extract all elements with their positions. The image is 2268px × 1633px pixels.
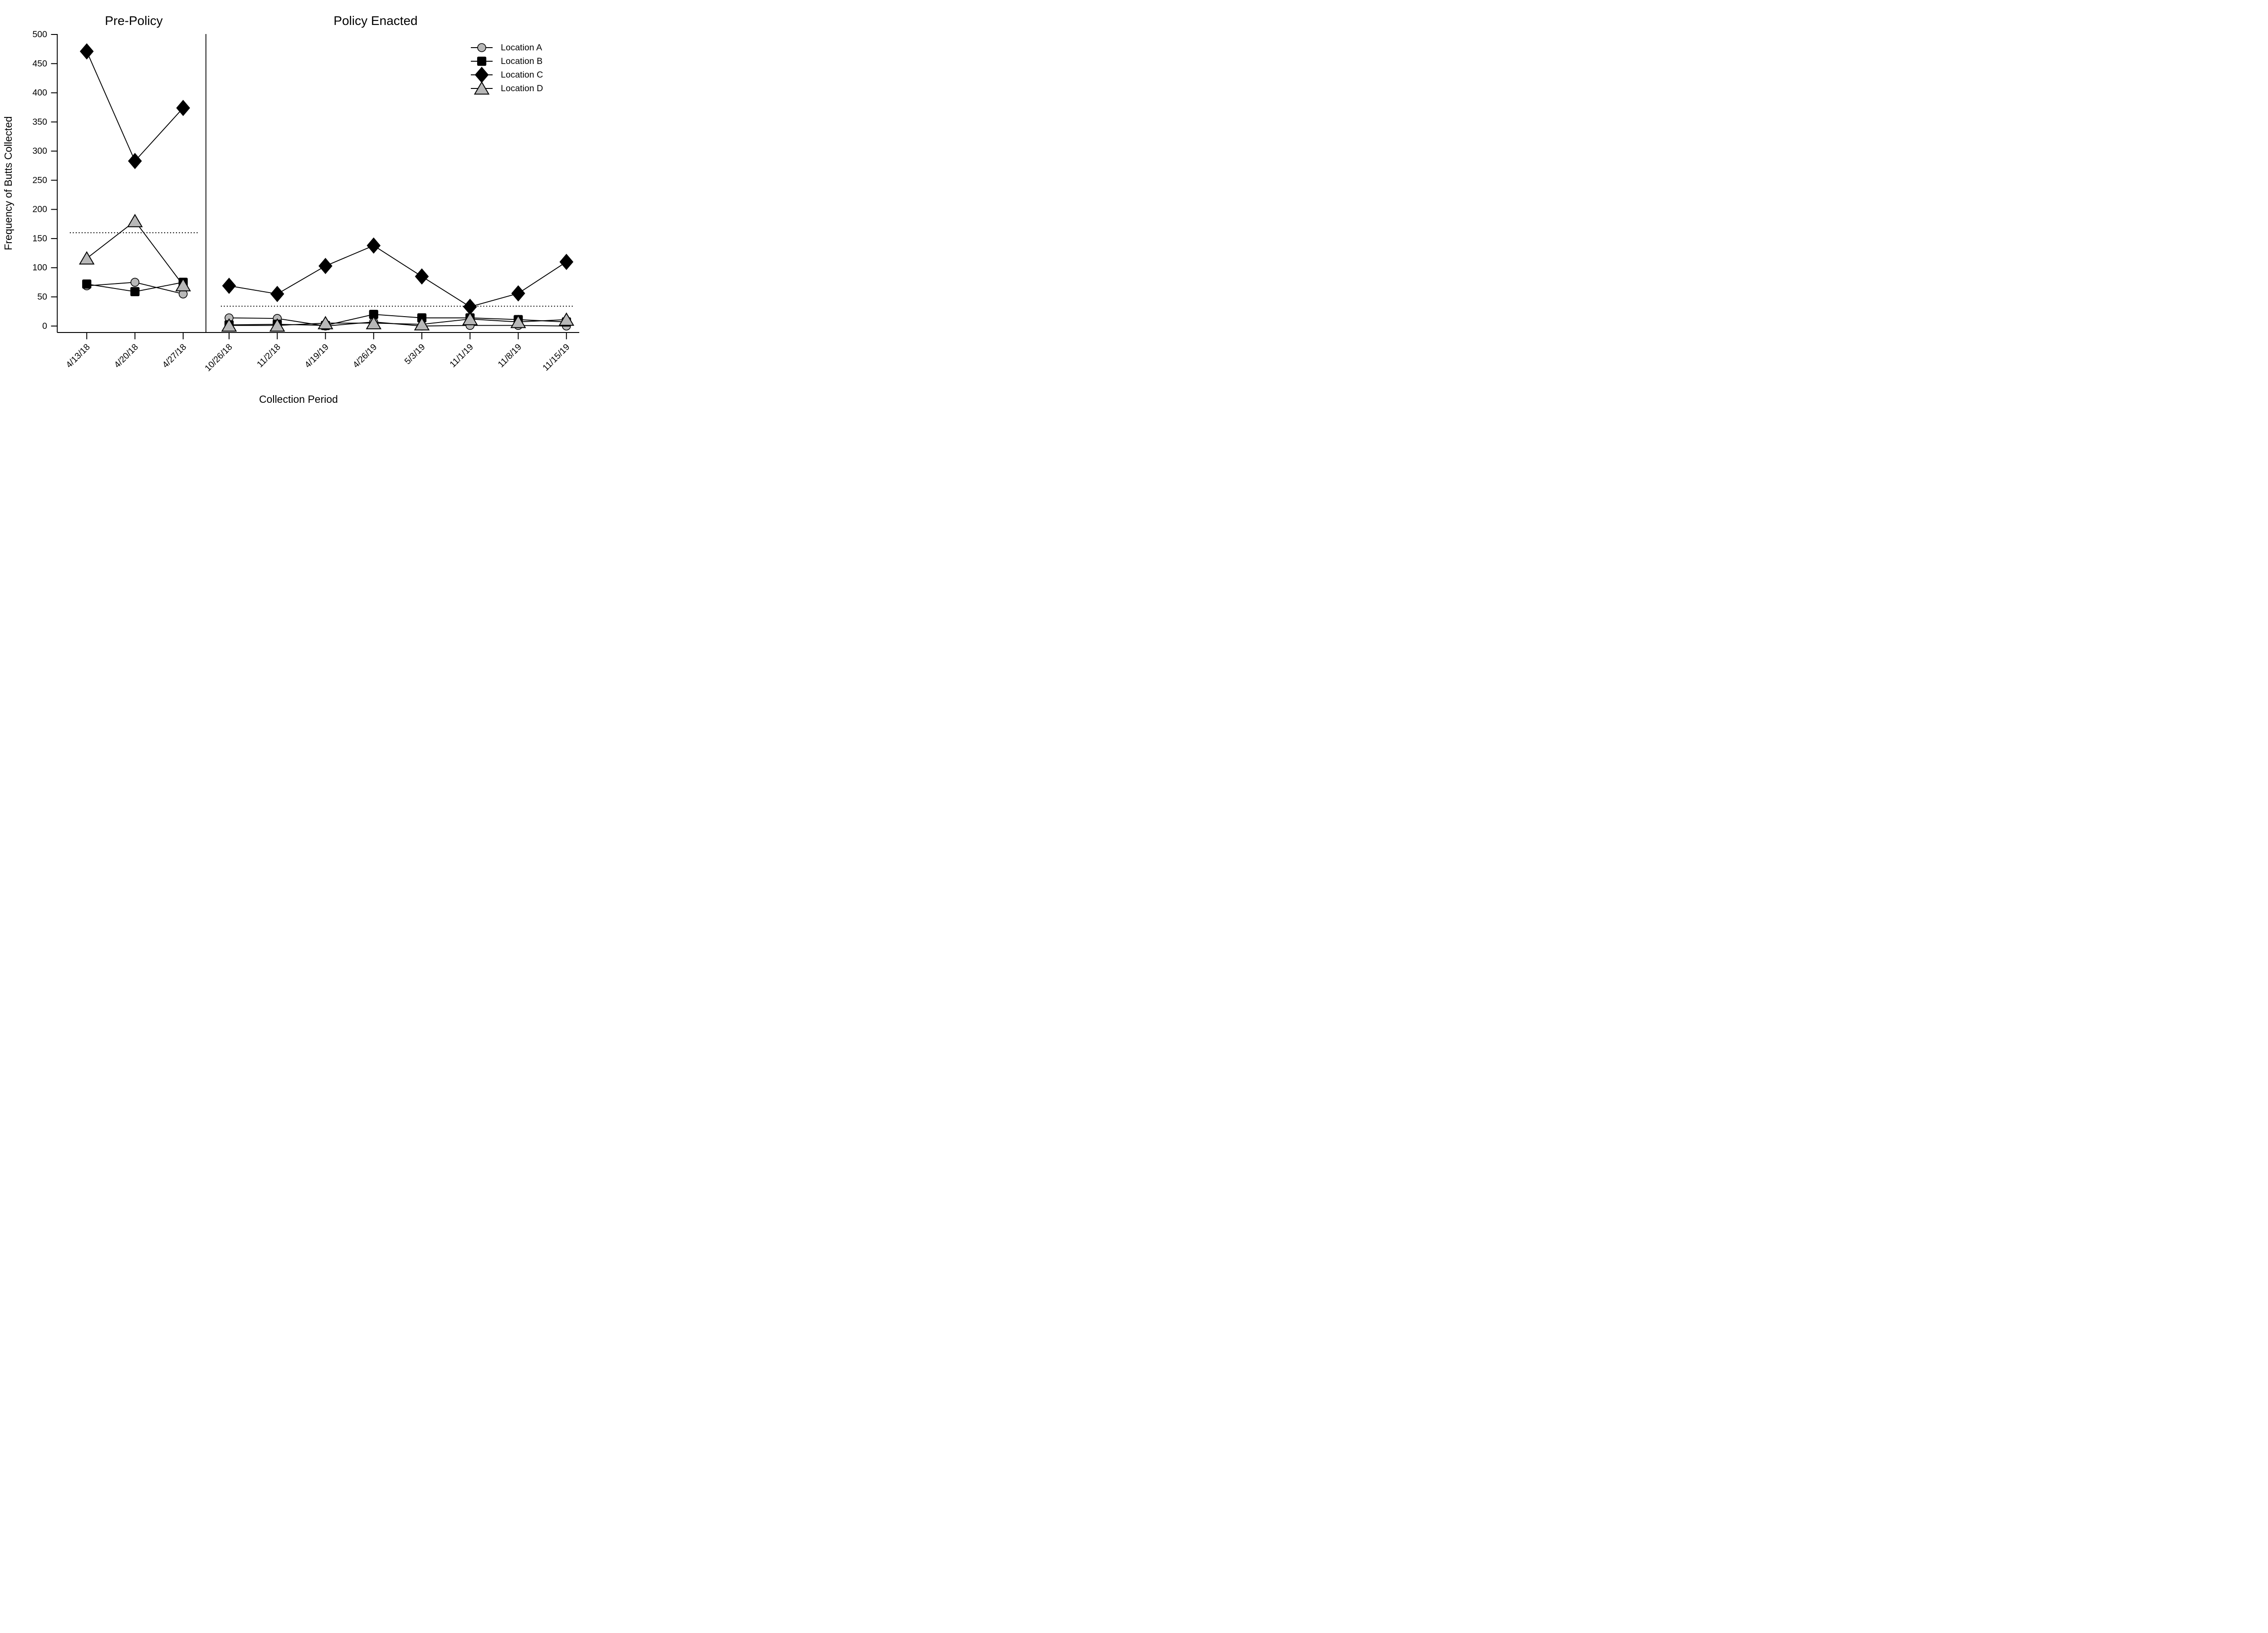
marker-location-d — [510, 314, 526, 328]
marker-location-c — [222, 278, 236, 294]
marker-location-c — [176, 100, 191, 116]
x-tick-label: 4/20/18 — [112, 342, 140, 370]
y-axis-title: Frequency of Butts Collected — [2, 116, 14, 250]
x-axis-title: Collection Period — [259, 393, 338, 405]
marker-location-c — [559, 254, 574, 270]
marker-location-c — [128, 153, 142, 169]
legend-label-location-c: Location C — [501, 70, 543, 80]
y-tick-label: 250 — [32, 175, 47, 185]
y-tick-label: 450 — [32, 59, 47, 68]
y-tick-label: 350 — [32, 117, 47, 127]
series-line-location-c — [229, 245, 567, 308]
y-tick-label: 200 — [32, 205, 47, 215]
marker-location-d — [269, 318, 285, 332]
legend-item-location-a: Location A — [471, 43, 542, 53]
marker-location-b — [130, 287, 140, 297]
marker-location-c — [415, 268, 429, 285]
legend-item-location-d: Location D — [471, 81, 543, 95]
x-tick-label: 11/15/19 — [541, 342, 572, 373]
x-tick-label: 4/27/18 — [161, 342, 189, 370]
chart-canvas: Pre-Policy Policy Enacted Collection Per… — [0, 0, 612, 408]
marker-location-c — [270, 286, 284, 302]
marker-location-d — [318, 316, 333, 329]
x-tick-label: 4/26/19 — [351, 342, 379, 370]
x-tick-label: 5/3/19 — [403, 342, 427, 367]
series-line-location-b — [229, 314, 567, 326]
legend-square-icon — [477, 56, 487, 66]
marker-location-d — [221, 318, 237, 332]
mean-reference-lines — [69, 232, 574, 307]
x-tick-label: 11/1/19 — [448, 342, 475, 370]
marker-location-c — [367, 237, 381, 254]
marker-location-a — [130, 278, 140, 287]
marker-location-c — [511, 285, 525, 302]
legend-diamond-icon — [474, 67, 489, 83]
y-tick-label: 0 — [42, 321, 47, 331]
pre-policy-section-title: Pre-Policy — [105, 14, 163, 28]
legend-circle-icon — [477, 43, 486, 52]
marker-location-d — [558, 312, 574, 326]
butts-collected-line-chart: Pre-Policy Policy Enacted Collection Per… — [2, 14, 579, 405]
marker-location-d — [127, 214, 143, 227]
legend-item-location-b: Location B — [471, 56, 543, 66]
marker-location-d — [414, 317, 430, 331]
y-tick-label: 100 — [32, 263, 47, 273]
legend: Location A Location B Location C Location D — [471, 43, 543, 95]
legend-label-location-b: Location B — [501, 56, 543, 66]
x-tick-label: 11/8/19 — [496, 342, 523, 370]
marker-location-d — [462, 312, 478, 325]
legend-label-location-a: Location A — [501, 43, 542, 53]
legend-triangle-icon — [474, 81, 490, 95]
series-line-location-c — [86, 51, 184, 162]
y-tick-label: 50 — [37, 292, 47, 302]
x-tick-label: 10/26/18 — [203, 342, 234, 373]
marker-location-c — [318, 258, 332, 274]
y-tick-label: 150 — [32, 234, 47, 244]
x-tick-label: 4/13/18 — [64, 342, 92, 370]
y-tick-label: 300 — [32, 146, 47, 156]
marker-location-d — [366, 316, 381, 329]
policy-enacted-section-title: Policy Enacted — [333, 14, 417, 28]
y-tick-label: 400 — [32, 88, 47, 98]
marker-location-b — [82, 279, 92, 289]
plot-area — [79, 43, 574, 332]
series-line-location-d — [229, 318, 567, 326]
x-tick-label: 11/2/18 — [255, 342, 283, 370]
marker-location-c — [79, 43, 94, 60]
y-tick-label: 500 — [32, 29, 47, 39]
legend-label-location-d: Location D — [501, 83, 543, 93]
marker-location-d — [79, 251, 95, 265]
series-line-location-d — [86, 220, 184, 286]
axes: 0 50 100 150 200 250 300 350 400 450 500 4/13/18 4/2… — [32, 29, 579, 373]
legend-item-location-c: Location C — [471, 67, 543, 83]
marker-location-d — [175, 278, 191, 292]
x-tick-label: 4/19/19 — [303, 342, 331, 370]
